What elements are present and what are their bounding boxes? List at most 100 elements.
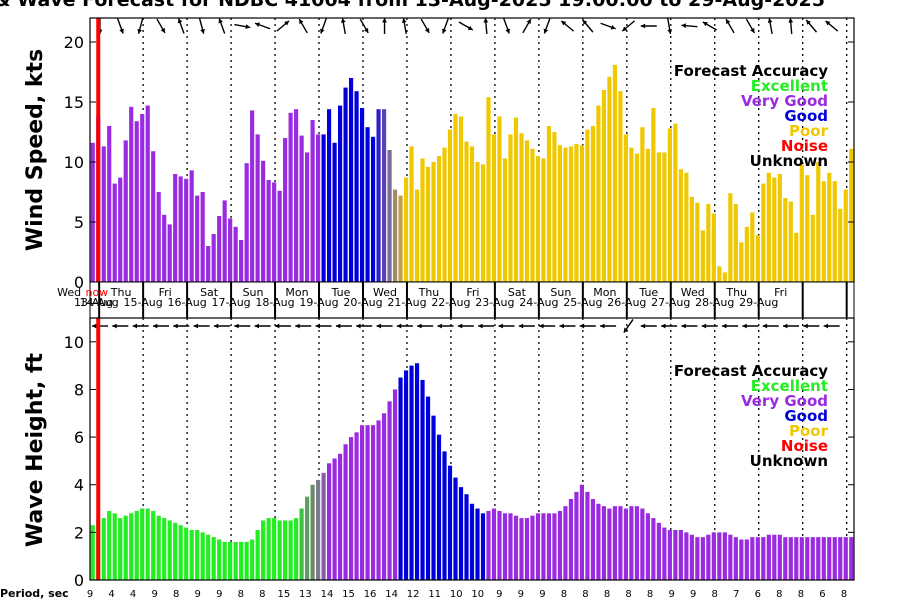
direction-arrow-head bbox=[600, 323, 605, 329]
bar bbox=[261, 160, 266, 282]
day-of-week-label: Mon bbox=[285, 286, 308, 299]
bar bbox=[513, 117, 519, 282]
bar bbox=[816, 162, 821, 282]
direction-arrow-head bbox=[177, 18, 183, 24]
bar bbox=[222, 200, 227, 282]
bar bbox=[519, 518, 524, 580]
bar bbox=[239, 240, 244, 282]
bar bbox=[695, 537, 700, 580]
bar bbox=[827, 537, 832, 580]
period-value: 9 bbox=[668, 589, 674, 600]
bar bbox=[805, 537, 810, 580]
direction-arrow-head bbox=[579, 323, 585, 329]
day-of-week-label: Mon bbox=[593, 286, 616, 299]
bar bbox=[195, 529, 200, 580]
bar bbox=[849, 148, 854, 282]
direction-arrow-head bbox=[726, 19, 731, 25]
y-tick-label: 8 bbox=[74, 380, 84, 399]
direction-arrow-head bbox=[401, 18, 407, 23]
bar bbox=[359, 425, 365, 580]
bar bbox=[453, 114, 458, 282]
day-of-week-label: Tue bbox=[331, 286, 351, 299]
direction-arrow-head bbox=[783, 323, 788, 329]
direction-arrow-head bbox=[376, 323, 381, 329]
bar bbox=[343, 444, 348, 580]
bar bbox=[475, 508, 480, 580]
bar bbox=[772, 534, 777, 580]
bar bbox=[442, 147, 447, 282]
bar bbox=[475, 162, 480, 282]
direction-arrow-head bbox=[722, 323, 727, 329]
bar bbox=[90, 525, 95, 580]
bar bbox=[447, 129, 453, 282]
bar bbox=[722, 272, 727, 282]
wind-y-axis-label: Wind Speed, kts bbox=[23, 49, 48, 251]
y-tick-label: 4 bbox=[74, 476, 84, 495]
bar bbox=[376, 420, 381, 580]
day-of-week-label: Sat bbox=[200, 286, 219, 299]
day-of-week-label: Sun bbox=[243, 286, 264, 299]
day-date-label: 20-Aug bbox=[343, 296, 382, 309]
bar bbox=[596, 105, 601, 282]
day-date-label: 21-Aug bbox=[387, 296, 426, 309]
figure-title: & Wave Forecast for NDBC 41004 from 13-A… bbox=[0, 0, 825, 11]
bar bbox=[392, 189, 398, 282]
day-of-week-label: Wed bbox=[681, 286, 705, 299]
bar bbox=[689, 196, 694, 282]
day-of-week-label: Wed bbox=[57, 286, 81, 299]
period-value: 9 bbox=[151, 589, 157, 600]
day-of-week-label: Sun bbox=[550, 286, 571, 299]
bar bbox=[557, 510, 563, 580]
bar bbox=[706, 204, 711, 282]
bar bbox=[772, 177, 777, 282]
bar bbox=[145, 105, 150, 282]
bar bbox=[469, 503, 475, 580]
bar bbox=[519, 133, 524, 282]
bar bbox=[414, 189, 420, 282]
day-strip-dividers bbox=[98, 282, 848, 318]
bar bbox=[403, 370, 409, 580]
direction-arrow-head bbox=[218, 18, 223, 24]
bar bbox=[744, 226, 749, 282]
day-labels-strip: Wed13-AugThu14-AugFri15-AugSat16-AugSun1… bbox=[57, 281, 855, 319]
direction-arrow-head bbox=[661, 323, 666, 329]
bar bbox=[728, 534, 733, 580]
bar bbox=[662, 527, 667, 580]
bar bbox=[425, 166, 431, 282]
bar bbox=[739, 539, 744, 580]
period-value: 8 bbox=[561, 589, 567, 600]
direction-arrow-head bbox=[152, 323, 158, 329]
period-value: 15 bbox=[278, 589, 291, 600]
bar bbox=[398, 195, 403, 282]
day-of-week-label: Thu bbox=[725, 286, 747, 299]
bar bbox=[118, 518, 123, 580]
bar bbox=[354, 432, 359, 580]
bar bbox=[321, 134, 326, 282]
bar bbox=[612, 506, 617, 580]
direction-arrow-head bbox=[681, 23, 687, 29]
direction-arrow-head bbox=[255, 22, 261, 28]
wind-y-axis-ticks: 0 5 10 15 20 bbox=[64, 33, 854, 292]
direction-arrow-head bbox=[92, 323, 97, 329]
bar bbox=[629, 506, 634, 580]
bar bbox=[508, 513, 513, 580]
bar bbox=[409, 365, 414, 580]
bar bbox=[118, 177, 123, 282]
direction-arrow-head bbox=[825, 20, 831, 26]
bar bbox=[794, 232, 799, 282]
bar bbox=[184, 178, 189, 282]
bar bbox=[233, 226, 238, 282]
bar bbox=[101, 518, 106, 580]
day-strip-labels: Wed13-AugThu14-AugFri15-AugSat16-AugSun1… bbox=[57, 286, 787, 309]
direction-arrow-head bbox=[582, 19, 588, 25]
bar bbox=[607, 76, 612, 282]
direction-arrow-head bbox=[622, 26, 628, 32]
bar bbox=[513, 515, 519, 580]
bar bbox=[162, 518, 167, 580]
bar bbox=[469, 146, 475, 282]
wind-speed-bars bbox=[90, 64, 854, 283]
bar bbox=[502, 158, 508, 282]
direction-arrow-head bbox=[424, 27, 430, 33]
bar bbox=[766, 172, 771, 282]
